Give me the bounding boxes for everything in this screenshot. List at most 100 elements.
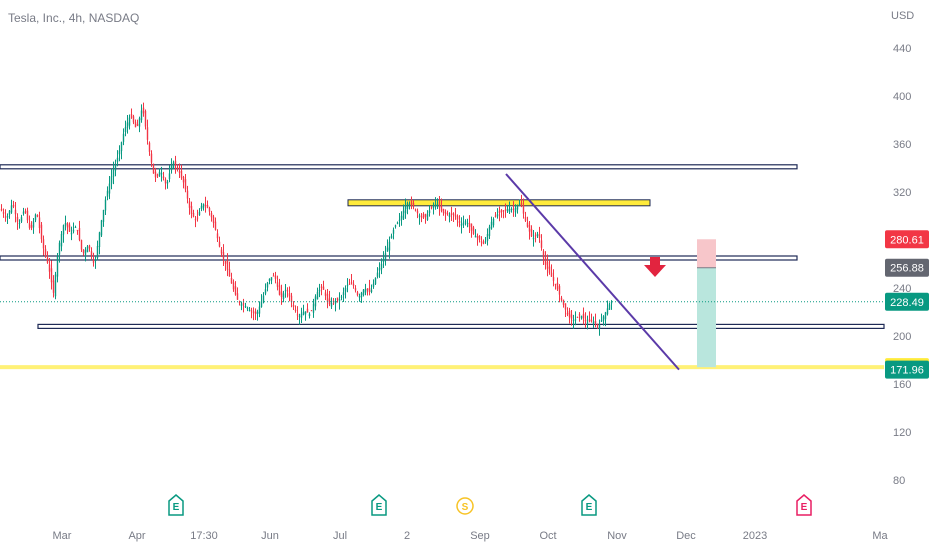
candle-body	[64, 223, 67, 226]
candle-body	[52, 280, 55, 293]
candle-body	[120, 142, 123, 152]
candle-body	[138, 118, 141, 127]
level-support	[37, 323, 885, 329]
candle-body	[172, 162, 175, 168]
candle-body	[360, 292, 363, 298]
candle-body	[546, 261, 549, 269]
candle-body	[152, 163, 155, 174]
candle-body	[568, 310, 571, 318]
position-target-zone	[697, 267, 716, 368]
candle-body	[552, 277, 555, 281]
candle-body	[194, 219, 197, 221]
candle-body	[240, 303, 243, 306]
candle-body	[496, 214, 499, 217]
candle-body	[156, 174, 159, 176]
candle-body	[590, 319, 593, 321]
candle-body	[60, 234, 63, 247]
candle-body	[540, 240, 543, 248]
dividend-coin-shape	[456, 497, 474, 515]
event-letter: E	[801, 502, 808, 513]
candle-body	[562, 299, 565, 305]
candle-body	[578, 314, 581, 316]
candle-body	[604, 312, 607, 320]
candle-body	[230, 277, 233, 284]
candle-body	[308, 313, 311, 317]
candle-body	[316, 291, 319, 300]
earnings-event-icon[interactable]: E	[168, 494, 184, 516]
candle-body	[94, 259, 97, 262]
candle-body	[84, 249, 87, 255]
price-badge-label: 256.88	[890, 263, 924, 275]
candle-body	[426, 213, 429, 220]
candle-body	[260, 301, 263, 307]
candle-body	[492, 219, 495, 226]
candle-body	[358, 296, 361, 298]
candle-body	[58, 242, 61, 255]
candle-body	[154, 171, 157, 178]
candle-body	[34, 214, 37, 221]
candle-body	[262, 295, 265, 302]
candle-body	[506, 209, 509, 212]
candle-body	[142, 107, 145, 114]
candle-body	[108, 183, 111, 194]
candle-body	[32, 221, 35, 228]
candle-body	[416, 210, 419, 214]
candle-body	[160, 173, 163, 175]
earnings-event-icon[interactable]: E	[371, 494, 387, 516]
candle-body	[116, 157, 119, 162]
candle-body	[22, 211, 25, 214]
candle-body	[488, 226, 491, 236]
candle-body	[354, 288, 357, 291]
candle-body	[14, 209, 17, 215]
candle-body	[228, 269, 231, 277]
candle-body	[250, 310, 253, 312]
candle-body	[372, 283, 375, 287]
candle-body	[390, 235, 393, 239]
dividend-event-icon[interactable]: S	[456, 497, 474, 515]
earnings-upcoming-event-icon[interactable]: E	[796, 494, 812, 516]
candle-body	[356, 292, 359, 296]
candle-body	[448, 214, 451, 217]
candle-body	[594, 321, 597, 324]
x-tick-label: Mar	[53, 530, 72, 542]
candle-body	[436, 204, 439, 207]
candle-body	[600, 320, 603, 322]
candle-body	[298, 315, 301, 317]
candle-body	[162, 176, 165, 179]
price-badge-bg	[885, 360, 929, 379]
candle-body	[150, 153, 153, 163]
candle-body	[102, 210, 105, 222]
candle-body	[192, 213, 195, 217]
candle-body	[100, 220, 103, 236]
candle-body	[482, 241, 485, 244]
candle-body	[502, 210, 505, 212]
price-badge-bg	[885, 258, 929, 277]
candle-body	[432, 205, 435, 208]
event-shield-shape	[581, 494, 597, 516]
candle-body	[584, 319, 587, 322]
candle-body	[36, 214, 39, 217]
y-tick-label: 440	[893, 43, 911, 55]
candle-body	[394, 225, 397, 227]
candle-body	[610, 302, 613, 304]
candle-body	[458, 221, 461, 223]
candle-body	[222, 252, 225, 259]
candle-body	[518, 203, 521, 205]
candle-body	[582, 313, 585, 319]
time-axis[interactable]: Mar Apr 17:30 Jun Jul 2 Sep Oct Nov Dec 2023 Ma	[53, 530, 889, 542]
earnings-event-icon[interactable]: E	[581, 494, 597, 516]
candle-body	[576, 316, 579, 318]
down-arrow-icon	[644, 257, 666, 277]
candle-body	[198, 211, 201, 216]
candle-body	[550, 272, 553, 277]
candle-body	[206, 204, 209, 208]
candle-body	[370, 289, 373, 292]
candle-body	[510, 208, 513, 210]
candle-body	[56, 256, 59, 277]
candle-body	[86, 246, 89, 253]
candle-body	[42, 239, 45, 249]
y-tick-label: 120	[893, 427, 911, 439]
candle-body	[382, 258, 385, 262]
y-tick-label: 80	[893, 475, 905, 487]
